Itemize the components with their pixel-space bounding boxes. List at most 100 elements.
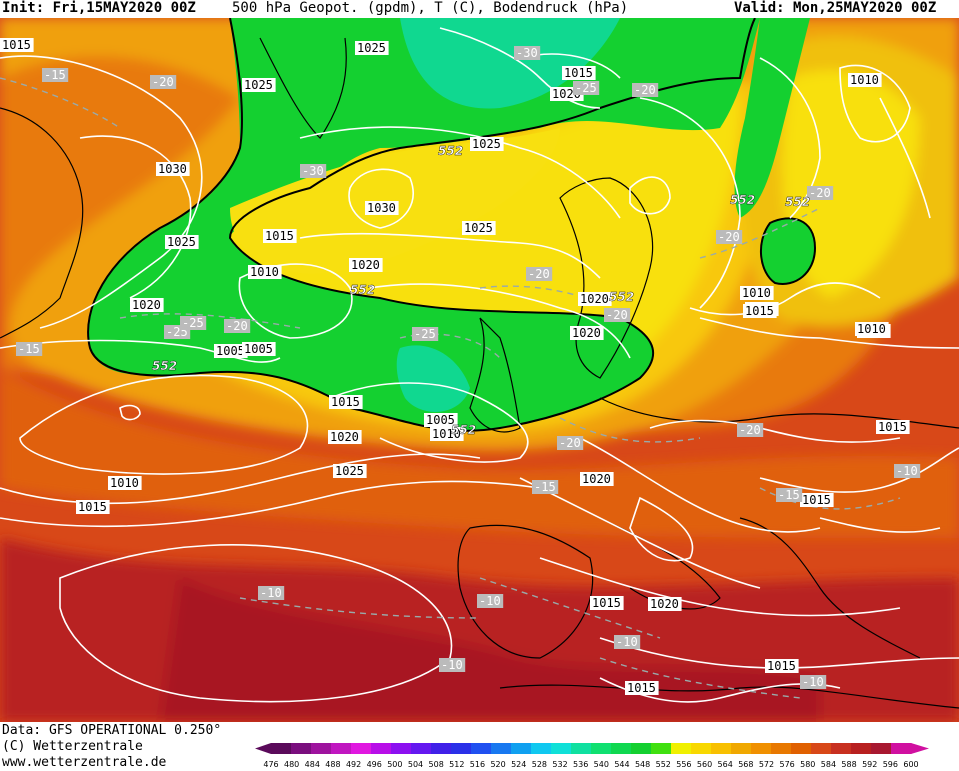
- coastlines: [0, 37, 959, 709]
- colorbar-swatch: [691, 743, 712, 754]
- pressure-label: 1015: [562, 66, 596, 80]
- colorbar-swatch: [631, 743, 652, 754]
- temperature-label: -10: [800, 675, 827, 689]
- svg-text:-20: -20: [606, 308, 628, 322]
- trough-teal-core-2: [396, 345, 470, 412]
- colorbar-swatch: [851, 743, 872, 754]
- svg-text:-15: -15: [534, 480, 556, 494]
- copyright-text: (C) Wetterzentrale: [2, 739, 143, 754]
- svg-text:-15: -15: [44, 68, 66, 82]
- temperature-label: -10: [439, 658, 466, 672]
- svg-text:-20: -20: [152, 75, 174, 89]
- svg-text:1020: 1020: [650, 597, 679, 611]
- svg-text:-15: -15: [18, 342, 40, 356]
- temperature-label: -10: [258, 586, 285, 600]
- colorbar-arrow-left: [255, 743, 271, 754]
- temperature-label: -10: [477, 594, 504, 608]
- colorbar-swatch: [471, 743, 492, 754]
- svg-text:-10: -10: [260, 586, 282, 600]
- pressure-label: 1010: [855, 322, 889, 336]
- colorbar-swatch: [571, 743, 592, 754]
- svg-text:1030: 1030: [158, 162, 187, 176]
- temperature-label: -10: [894, 464, 921, 478]
- pressure-label: 1010: [848, 73, 882, 87]
- colorbar-swatch: [351, 743, 372, 754]
- svg-text:-10: -10: [616, 635, 638, 649]
- colorbar-swatch: [271, 743, 292, 754]
- colorbar-swatch: [671, 743, 692, 754]
- svg-text:-20: -20: [809, 186, 831, 200]
- colorbar-swatch: [831, 743, 852, 754]
- colorbar-level-label: 484: [305, 760, 320, 769]
- colorbar-swatch: [611, 743, 632, 754]
- colorbar-level-label: 576: [779, 760, 794, 769]
- pressure-label: 1015: [876, 420, 910, 434]
- pressure-label: 1015: [76, 500, 110, 514]
- colorbar-level-label: 552: [656, 760, 671, 769]
- colorbar-level-label: 512: [449, 760, 464, 769]
- pressure-label: 1010: [248, 265, 282, 279]
- svg-text:1025: 1025: [335, 464, 364, 478]
- svg-text:1010: 1010: [850, 73, 879, 87]
- svg-text:-10: -10: [479, 594, 501, 608]
- colorbar-level-label: 572: [759, 760, 774, 769]
- svg-text:-20: -20: [559, 436, 581, 450]
- colorbar-swatch: [371, 743, 392, 754]
- svg-text:1025: 1025: [167, 235, 196, 249]
- svg-text:-25: -25: [575, 81, 597, 95]
- colorbar-swatch: [591, 743, 612, 754]
- pressure-label: 1005: [242, 342, 276, 356]
- colorbar-swatch: [811, 743, 832, 754]
- svg-text:1025: 1025: [472, 137, 501, 151]
- colorbar-level-label: 588: [841, 760, 856, 769]
- colorbar-level-label: 556: [676, 760, 691, 769]
- pressure-label: 1030: [365, 201, 399, 215]
- pressure-label: 1015: [743, 304, 777, 318]
- colorbar-level-label: 580: [800, 760, 815, 769]
- pressure-label: 1015: [765, 659, 799, 673]
- colorbar-swatch: [311, 743, 332, 754]
- colorbar-level-label: 492: [346, 760, 361, 769]
- temperature-label: -15: [776, 488, 803, 502]
- svg-text:1020: 1020: [351, 258, 380, 272]
- height-label: 552: [438, 144, 463, 158]
- pressure-label: 1010: [740, 286, 774, 300]
- svg-text:1020: 1020: [580, 292, 609, 306]
- temperature-label: -20: [632, 83, 659, 97]
- pressure-label: 1015: [0, 38, 34, 52]
- height-label: 552: [730, 193, 755, 207]
- colorbar-level-label: 584: [821, 760, 836, 769]
- colorbar-level-label: 528: [532, 760, 547, 769]
- colorbar-swatch: [711, 743, 732, 754]
- svg-text:-25: -25: [182, 316, 204, 330]
- svg-text:-20: -20: [528, 267, 550, 281]
- svg-text:1015: 1015: [627, 681, 656, 695]
- weather-map: 1025 1015 1015 1020 1025 1030 1025 1030 1025 1015…: [0, 18, 959, 722]
- svg-text:-20: -20: [718, 230, 740, 244]
- pressure-label: 1010: [108, 476, 142, 490]
- colorbar-level-label: 596: [883, 760, 898, 769]
- temperature-label: -15: [16, 342, 43, 356]
- pressure-label: 1025: [462, 221, 496, 235]
- data-source-text: Data: GFS OPERATIONAL 0.250°: [2, 723, 222, 738]
- pressure-label: 1025: [165, 235, 199, 249]
- temperature-label: -20: [604, 308, 631, 322]
- pressure-label: 1020: [578, 292, 612, 306]
- temperature-label: -15: [42, 68, 69, 82]
- colorbar-level-label: 516: [470, 760, 485, 769]
- height-label: 552: [609, 290, 634, 304]
- svg-text:1005: 1005: [244, 342, 273, 356]
- colorbar-level-label: 536: [573, 760, 588, 769]
- svg-text:1015: 1015: [2, 38, 31, 52]
- trough-teal-core: [400, 18, 620, 109]
- trough-552-northeast: [734, 18, 810, 218]
- height-label: 552: [350, 283, 375, 297]
- svg-text:1010: 1010: [110, 476, 139, 490]
- height-label: 552: [785, 195, 810, 209]
- pressure-label: 1015: [590, 596, 624, 610]
- colorbar-swatch: [771, 743, 792, 754]
- height-labels: 552 552 552 552 552 552 552: [152, 144, 810, 437]
- svg-text:1025: 1025: [464, 221, 493, 235]
- colorbar-swatch: [791, 743, 812, 754]
- colorbar-arrow-right: [911, 743, 929, 754]
